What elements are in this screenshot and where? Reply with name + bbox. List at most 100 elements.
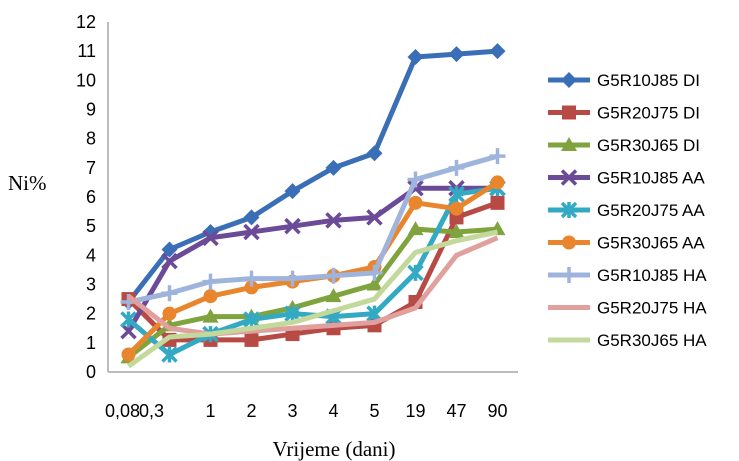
data-point — [202, 229, 219, 247]
data-point — [489, 148, 506, 165]
data-point — [162, 306, 177, 321]
data-point — [489, 43, 506, 60]
data-point — [284, 305, 301, 322]
data-point — [366, 264, 383, 281]
data-point — [366, 276, 383, 291]
series-1 — [120, 43, 506, 310]
y-tick-label: 5 — [86, 216, 96, 236]
x-tick-labels: 0,08 0,3 1 2 3 4 5 19 47 90 — [105, 401, 508, 421]
legend-label: G5R30J65 AA — [597, 234, 705, 253]
data-point — [366, 209, 383, 226]
x-tick-label: 4 — [328, 401, 338, 421]
legend-marker — [560, 169, 578, 186]
series-line — [126, 235, 499, 337]
legend: G5R10J85 DI G5R20J75 DI G5R30J65 DI G5R10J8… — [548, 71, 707, 350]
x-tick-label: 2 — [246, 401, 256, 421]
data-point — [407, 171, 424, 188]
data-point — [407, 221, 424, 236]
axes — [107, 22, 518, 373]
data-point — [490, 195, 505, 210]
data-point — [161, 285, 178, 302]
legend-item: G5R30J65 DI — [548, 136, 700, 155]
data-point — [202, 308, 219, 323]
series-line — [126, 200, 499, 343]
y-tick-label: 4 — [86, 245, 96, 265]
legend-item: G5R20J75 DI — [548, 104, 700, 123]
data-point — [325, 267, 342, 284]
legend-label: G5R30J65 HA — [597, 331, 707, 350]
series-line — [126, 185, 498, 333]
x-tick-label: 3 — [287, 401, 297, 421]
data-point — [407, 264, 424, 282]
y-tick-label: 11 — [77, 41, 96, 61]
data-point — [490, 175, 505, 190]
data-point — [325, 288, 342, 303]
data-point — [243, 311, 260, 328]
data-point — [120, 311, 137, 328]
legend-item: G5R30J65 HA — [548, 331, 707, 350]
x-tick-label: 47 — [446, 401, 466, 421]
y-tick-label: 6 — [86, 187, 96, 207]
y-tick-label: 3 — [86, 275, 96, 295]
series-8 — [126, 235, 499, 337]
legend-marker — [561, 137, 577, 151]
legend-item: G5R20J75 HA — [548, 299, 707, 318]
legend-label: G5R30J65 DI — [597, 136, 700, 155]
series-layer — [120, 43, 506, 369]
data-point — [284, 217, 301, 235]
y-tick-label: 8 — [86, 129, 96, 149]
data-point — [161, 346, 178, 363]
y-tick-label: 0 — [86, 362, 96, 382]
x-tick-label: 5 — [369, 401, 379, 421]
data-point — [244, 280, 259, 295]
data-point — [284, 270, 301, 287]
data-point — [449, 201, 464, 216]
legend-marker — [560, 201, 578, 219]
y-tick-label: 10 — [76, 70, 96, 90]
series-7 — [120, 148, 506, 310]
x-tick-label: 0,3 — [139, 401, 164, 421]
y-tick-label: 9 — [86, 100, 96, 120]
data-point — [448, 185, 465, 203]
legend-label: G5R10J85 AA — [597, 169, 705, 188]
legend-item: G5R10J85 AA — [548, 169, 705, 188]
data-point — [325, 159, 342, 176]
legend-marker — [562, 105, 576, 120]
data-point — [448, 224, 465, 238]
data-point — [243, 270, 260, 287]
data-point — [408, 195, 423, 210]
series-line — [127, 153, 499, 305]
legend-item: G5R10J85 HA — [548, 266, 707, 285]
x-tick-label: 90 — [487, 401, 507, 421]
legend-item: G5R20J75 AA — [548, 201, 705, 220]
legend-marker — [561, 267, 577, 283]
data-point — [366, 145, 383, 162]
legend-label: G5R10J85 DI — [597, 71, 700, 90]
y-axis-title: Ni% — [8, 171, 47, 195]
legend-item: G5R10J85 DI — [548, 71, 700, 90]
data-point — [121, 347, 136, 362]
series-line — [126, 48, 498, 304]
legend-label: G5R20J75 AA — [597, 201, 705, 220]
y-tick-label: 1 — [86, 333, 96, 353]
data-point — [284, 183, 301, 200]
data-point — [448, 159, 465, 176]
x-tick-label: 1 — [205, 401, 215, 421]
y-tick-label: 7 — [86, 158, 96, 178]
x-tick-label: 19 — [405, 401, 425, 421]
y-tick-label: 12 — [76, 12, 96, 32]
legend-item: G5R30J65 AA — [548, 234, 705, 253]
legend-marker — [561, 72, 577, 88]
series-9 — [127, 229, 499, 369]
data-point — [161, 241, 178, 258]
legend-label: G5R20J75 DI — [597, 104, 700, 123]
data-point — [243, 223, 260, 241]
legend-marker — [562, 235, 576, 250]
x-tick-label: 0,08 — [105, 401, 140, 421]
data-point — [202, 273, 219, 290]
legend-label: G5R10J85 HA — [597, 266, 707, 285]
data-point — [448, 46, 465, 63]
data-point — [407, 49, 424, 65]
